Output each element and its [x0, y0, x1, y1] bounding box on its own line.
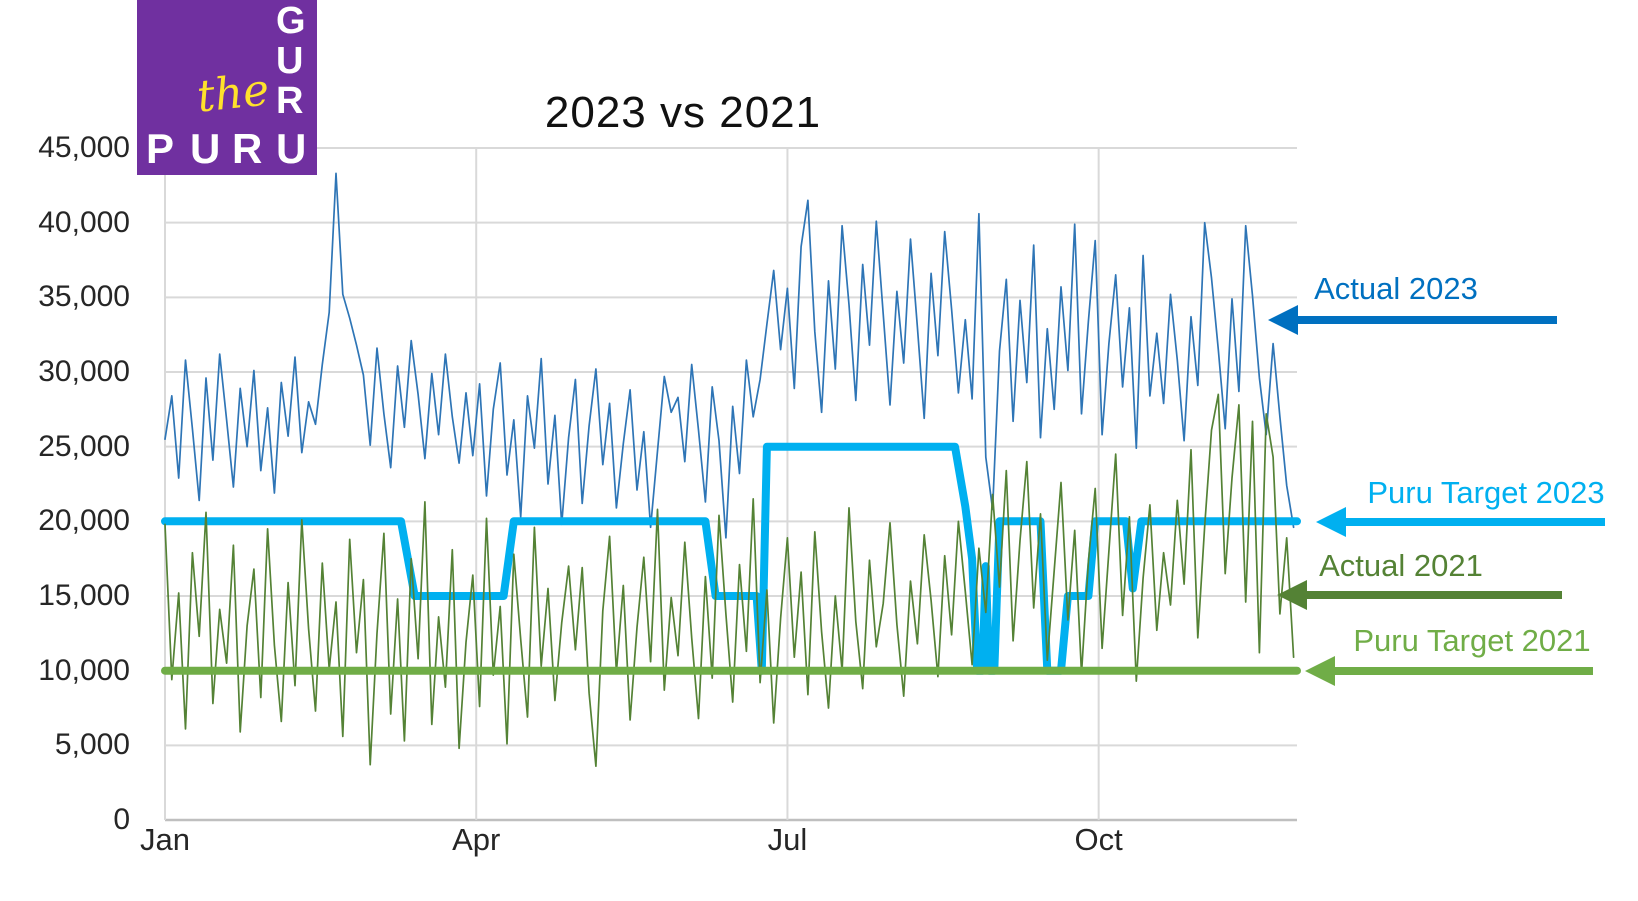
y-tick-label: 10,000	[38, 653, 130, 687]
y-tick-label: 35,000	[38, 280, 130, 314]
y-tick-label: 30,000	[38, 355, 130, 388]
series-line-actual-2021	[164, 393, 1295, 768]
x-tick-label: Oct	[1074, 822, 1123, 857]
annotation-label-actual-2023: Actual 2023	[1314, 271, 1478, 306]
y-tick-label: 45,000	[38, 131, 130, 164]
x-tick-label: Jul	[767, 822, 808, 857]
logo-letter: U	[190, 125, 221, 172]
x-tick-label: Jan	[140, 822, 190, 857]
annotation-label-puru-target-2021: Puru Target 2021	[1353, 623, 1591, 658]
logo-letter: R	[232, 125, 263, 172]
left-arrow-icon	[1277, 580, 1562, 610]
left-arrow-icon	[1268, 305, 1557, 335]
chart-title: 2023 vs 2021	[544, 88, 822, 137]
annotation-label-puru-target-2023: Puru Target 2023	[1367, 475, 1605, 510]
left-arrow-icon	[1305, 656, 1593, 686]
logo-letter: R	[276, 80, 304, 122]
logo-letter: U	[276, 125, 307, 172]
logo-letter: P	[146, 125, 175, 172]
y-tick-label: 15,000	[38, 579, 130, 612]
y-tick-label: 20,000	[38, 504, 130, 538]
logo-the-text: the	[194, 64, 272, 123]
x-tick-label: Apr	[452, 822, 501, 857]
left-arrow-icon	[1316, 507, 1605, 537]
y-tick-label: 0	[113, 803, 130, 836]
series-line-actual-2023	[164, 172, 1295, 539]
y-tick-label: 5,000	[54, 728, 130, 762]
annotation-label-actual-2021: Actual 2021	[1319, 548, 1483, 583]
y-tick-label: 40,000	[38, 205, 130, 239]
logo-letter: G	[276, 0, 306, 42]
logo-letter: U	[276, 40, 304, 82]
y-tick-label: 25,000	[38, 429, 130, 463]
